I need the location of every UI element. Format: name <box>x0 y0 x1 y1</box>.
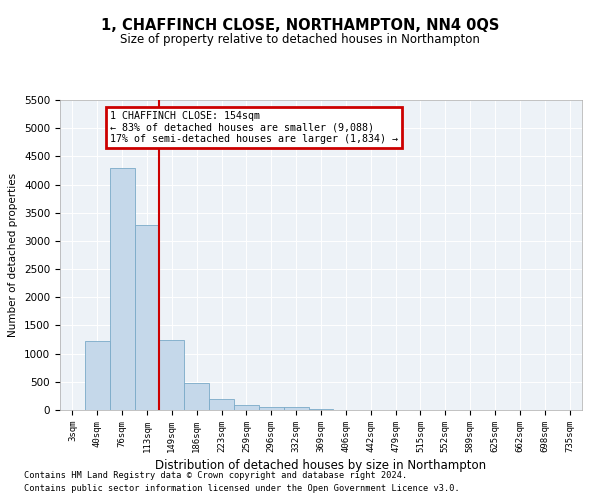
Bar <box>209 399 234 410</box>
Bar <box>259 407 284 410</box>
Bar <box>234 406 259 410</box>
Text: Contains public sector information licensed under the Open Government Licence v3: Contains public sector information licen… <box>24 484 460 493</box>
Bar <box>85 340 110 410</box>
Text: 1 CHAFFINCH CLOSE: 154sqm
← 83% of detached houses are smaller (9,088)
17% of se: 1 CHAFFINCH CLOSE: 154sqm ← 83% of detac… <box>110 112 398 144</box>
Bar <box>160 340 184 410</box>
Y-axis label: Number of detached properties: Number of detached properties <box>8 173 19 337</box>
Bar <box>110 168 134 410</box>
Bar <box>134 225 160 410</box>
Text: Contains HM Land Registry data © Crown copyright and database right 2024.: Contains HM Land Registry data © Crown c… <box>24 470 407 480</box>
Bar <box>184 383 209 410</box>
X-axis label: Distribution of detached houses by size in Northampton: Distribution of detached houses by size … <box>155 459 487 472</box>
Text: 1, CHAFFINCH CLOSE, NORTHAMPTON, NN4 0QS: 1, CHAFFINCH CLOSE, NORTHAMPTON, NN4 0QS <box>101 18 499 32</box>
Bar <box>284 407 308 410</box>
Text: Size of property relative to detached houses in Northampton: Size of property relative to detached ho… <box>120 32 480 46</box>
